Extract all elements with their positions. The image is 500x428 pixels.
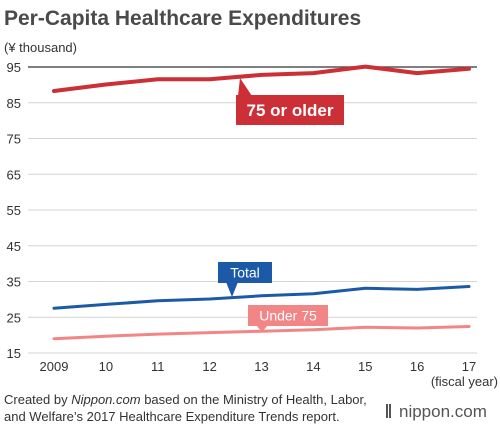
source-note-prefix: Created by	[4, 392, 72, 407]
x-tick-label: 16	[410, 359, 424, 374]
line-chart: Per-Capita Healthcare Expenditures (¥ th…	[4, 7, 498, 389]
series-labels: 75 or older Total Under 75	[218, 78, 344, 332]
nippon-logo-icon	[386, 403, 395, 418]
series-label-box	[218, 262, 272, 283]
grid-lines	[28, 66, 477, 354]
series-label-text: 75 or older	[247, 101, 334, 120]
x-tick-label: 10	[99, 359, 113, 374]
x-tick-label: 12	[202, 359, 216, 374]
y-tick-label: 15	[7, 346, 21, 361]
series-label-box	[236, 95, 344, 125]
y-tick-label: 75	[7, 132, 21, 147]
y-tick-label: 25	[7, 310, 21, 325]
y-tick-label: 65	[7, 167, 21, 182]
series-label-75-or-older: 75 or older	[236, 78, 344, 125]
source-note-line-2: and Welfare’s 2017 Healthcare Expenditur…	[4, 409, 340, 424]
series-label-text: Under 75	[259, 308, 317, 324]
x-axis-unit-label: (fiscal year)	[431, 374, 498, 389]
x-axis-ticks: 2009 10 11 12 13 14 15 16 17	[40, 359, 477, 374]
y-tick-label: 45	[7, 239, 21, 254]
series-line-total	[52, 285, 471, 310]
source-note-line-1: Created by Nippon.com based on the Minis…	[4, 391, 384, 408]
source-note-site: Nippon.com	[71, 392, 141, 407]
series-label-total: Total	[218, 262, 272, 297]
chart-title: Per-Capita Healthcare Expenditures	[4, 7, 361, 30]
y-axis-unit-label: (¥ thousand)	[4, 40, 77, 55]
y-tick-label: 85	[7, 96, 21, 111]
source-note-suffix: based on the Ministry of Health, Labor,	[140, 392, 367, 407]
series-label-box	[248, 305, 328, 326]
y-tick-label: 95	[7, 60, 21, 75]
x-tick-label: 15	[358, 359, 372, 374]
series-label-pointer	[226, 282, 238, 297]
y-axis-ticks: 95 85 75 65 55 45 35 25 15	[7, 60, 21, 361]
series-label-under-75: Under 75	[248, 305, 328, 332]
x-tick-label: 14	[306, 359, 320, 374]
x-tick-label: 13	[254, 359, 268, 374]
series-label-text: Total	[230, 265, 260, 281]
series-line-75-or-older	[52, 64, 471, 93]
source-note: Created by Nippon.com based on the Minis…	[4, 391, 384, 425]
brand-name: nippon.com	[399, 402, 487, 421]
series-label-pointer	[238, 78, 252, 96]
series-label-pointer	[256, 325, 268, 332]
y-tick-label: 35	[7, 275, 21, 290]
x-tick-label: 17	[462, 359, 476, 374]
y-tick-label: 55	[7, 203, 21, 218]
x-tick-label: 11	[151, 359, 165, 374]
x-tick-label: 2009	[40, 359, 69, 374]
brand-logo: nippon.com	[386, 402, 487, 422]
